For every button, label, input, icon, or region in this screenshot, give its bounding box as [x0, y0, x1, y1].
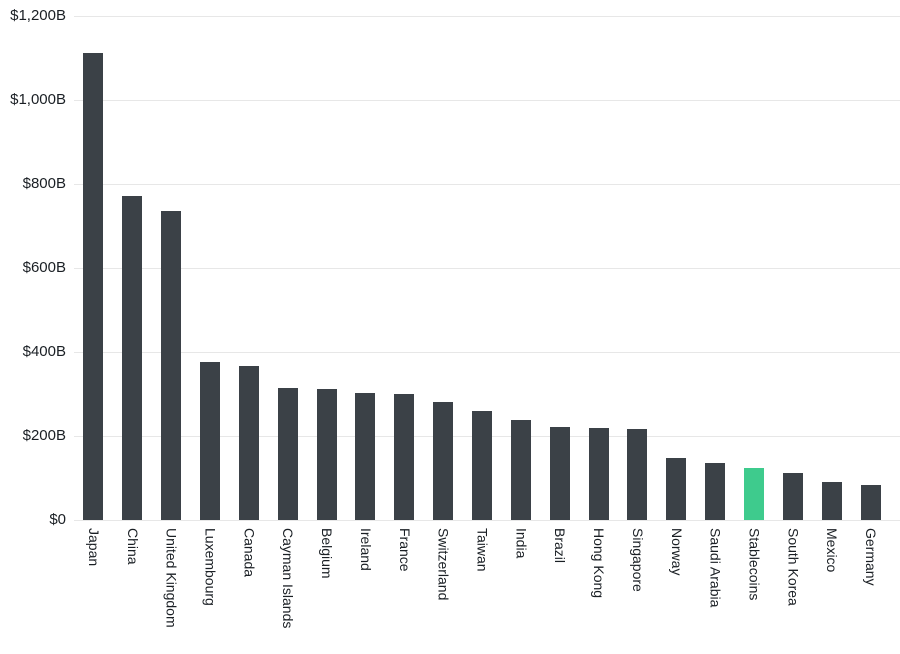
x-tick-label-norway: Norway — [668, 528, 685, 576]
x-tick-label-japan: Japan — [85, 528, 102, 567]
bar-mexico — [821, 481, 842, 520]
x-tick-label-canada: Canada — [241, 528, 258, 578]
x-tick-label-india: India — [513, 528, 530, 559]
x-tick-label-saudi-arabia: Saudi Arabia — [707, 528, 724, 608]
x-tick-label-stablecoins: Stablecoins — [746, 528, 763, 601]
bar-france — [394, 394, 415, 520]
bar-stablecoins — [744, 467, 764, 520]
x-tick-label-ireland: Ireland — [357, 528, 374, 571]
y-axis-tick-label: $200B — [22, 427, 66, 444]
x-tick-label-singapore: Singapore — [629, 528, 646, 592]
bar-brazil — [549, 426, 570, 520]
bar-south-korea — [782, 472, 803, 520]
y-axis-tick-label: $400B — [22, 343, 66, 360]
y-axis-tick-label: $600B — [22, 259, 66, 276]
y-axis-tick-label: $800B — [22, 175, 66, 192]
x-tick-label-south-korea: South Korea — [785, 528, 802, 606]
gridline-0 — [74, 520, 900, 521]
bar-india — [510, 420, 531, 520]
gridline-800 — [74, 184, 900, 185]
bar-taiwan — [472, 410, 492, 520]
bar-germany — [860, 484, 881, 520]
gridline-400 — [74, 352, 900, 353]
x-tick-label-france: France — [396, 528, 413, 572]
gridline-1200 — [74, 16, 900, 17]
y-axis-tick-label: $1,200B — [10, 7, 66, 24]
x-tick-label-taiwan: Taiwan — [474, 528, 491, 572]
bar-switzerland — [433, 401, 454, 520]
bar-ireland — [355, 393, 376, 520]
bar-cayman-islands — [277, 388, 298, 520]
bar-japan — [83, 52, 104, 520]
x-tick-label-belgium: Belgium — [319, 528, 336, 579]
bar-luxembourg — [200, 361, 220, 520]
x-tick-label-germany: Germany — [863, 528, 880, 586]
x-tick-label-mexico: Mexico — [824, 528, 841, 573]
bar-norway — [666, 457, 687, 520]
x-tick-label-united-kingdom: United Kingdom — [163, 528, 180, 628]
y-axis-tick-label: $0 — [49, 511, 66, 528]
y-axis-tick-label: $1,000B — [10, 91, 66, 108]
x-tick-label-cayman-islands: Cayman Islands — [280, 528, 297, 629]
bar-china — [122, 196, 143, 520]
bar-canada — [238, 365, 259, 520]
bar-belgium — [316, 388, 337, 520]
bar-hong-kong — [588, 427, 609, 520]
bar-united-kingdom — [161, 211, 182, 520]
x-tick-label-switzerland: Switzerland — [435, 528, 452, 601]
x-tick-label-luxembourg: Luxembourg — [202, 528, 219, 606]
gridline-600 — [74, 268, 900, 269]
x-tick-label-hong-kong: Hong Kong — [591, 528, 608, 599]
x-tick-label-brazil: Brazil — [552, 528, 569, 564]
bar-saudi-arabia — [705, 462, 726, 520]
x-tick-label-china: China — [124, 528, 141, 565]
gridline-1000 — [74, 100, 900, 101]
bar-singapore — [627, 429, 648, 520]
